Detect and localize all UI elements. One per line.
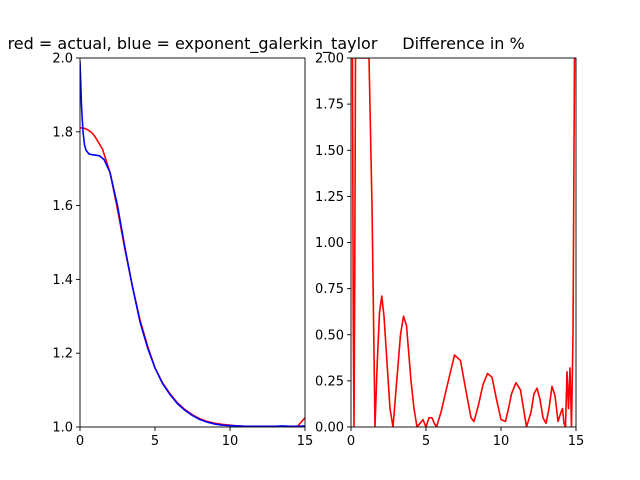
- x-tick-label: 15: [297, 434, 314, 449]
- chart-title: red = actual, blue = exponent_galerkin_t…: [8, 34, 378, 54]
- y-tick-label: 2.0: [52, 52, 73, 67]
- x-tick-label: 5: [422, 434, 430, 449]
- y-tick-label: 0.50: [315, 328, 344, 343]
- x-tick-label: 15: [568, 434, 585, 449]
- series-line-1: [80, 60, 305, 427]
- series-line-0: [351, 58, 576, 427]
- y-tick-label: 1.0: [52, 421, 73, 436]
- x-tick-label: 0: [76, 434, 84, 449]
- y-tick-label: 0.75: [315, 282, 344, 297]
- y-tick-label: 1.2: [52, 347, 73, 362]
- axes-frame: [79, 57, 306, 428]
- y-tick-label: 1.6: [52, 199, 73, 214]
- y-tick-label: 2.00: [315, 52, 344, 67]
- y-tick-label: 1.4: [52, 273, 73, 288]
- x-tick-label: 5: [151, 434, 159, 449]
- x-tick-label: 10: [222, 434, 239, 449]
- chart-difference-percent: 0 5 10 15 0.00 0.25 0.50 0.75 1.00 1.25 1.50 1.75 2.…: [315, 34, 584, 449]
- chart-title: Difference in %: [402, 34, 524, 53]
- y-tick-label: 1.50: [315, 144, 344, 159]
- y-tick-label: 1.8: [52, 125, 73, 140]
- plot-area: [351, 58, 576, 427]
- y-tick-label: 1.75: [315, 98, 344, 113]
- x-tick-label: 10: [493, 434, 510, 449]
- y-tick-label: 1.00: [315, 236, 344, 251]
- y-tick-label: 0.25: [315, 374, 344, 389]
- y-tick-label: 0.00: [315, 421, 344, 436]
- x-tick-label: 0: [347, 434, 355, 449]
- y-tick-label: 1.25: [315, 190, 344, 205]
